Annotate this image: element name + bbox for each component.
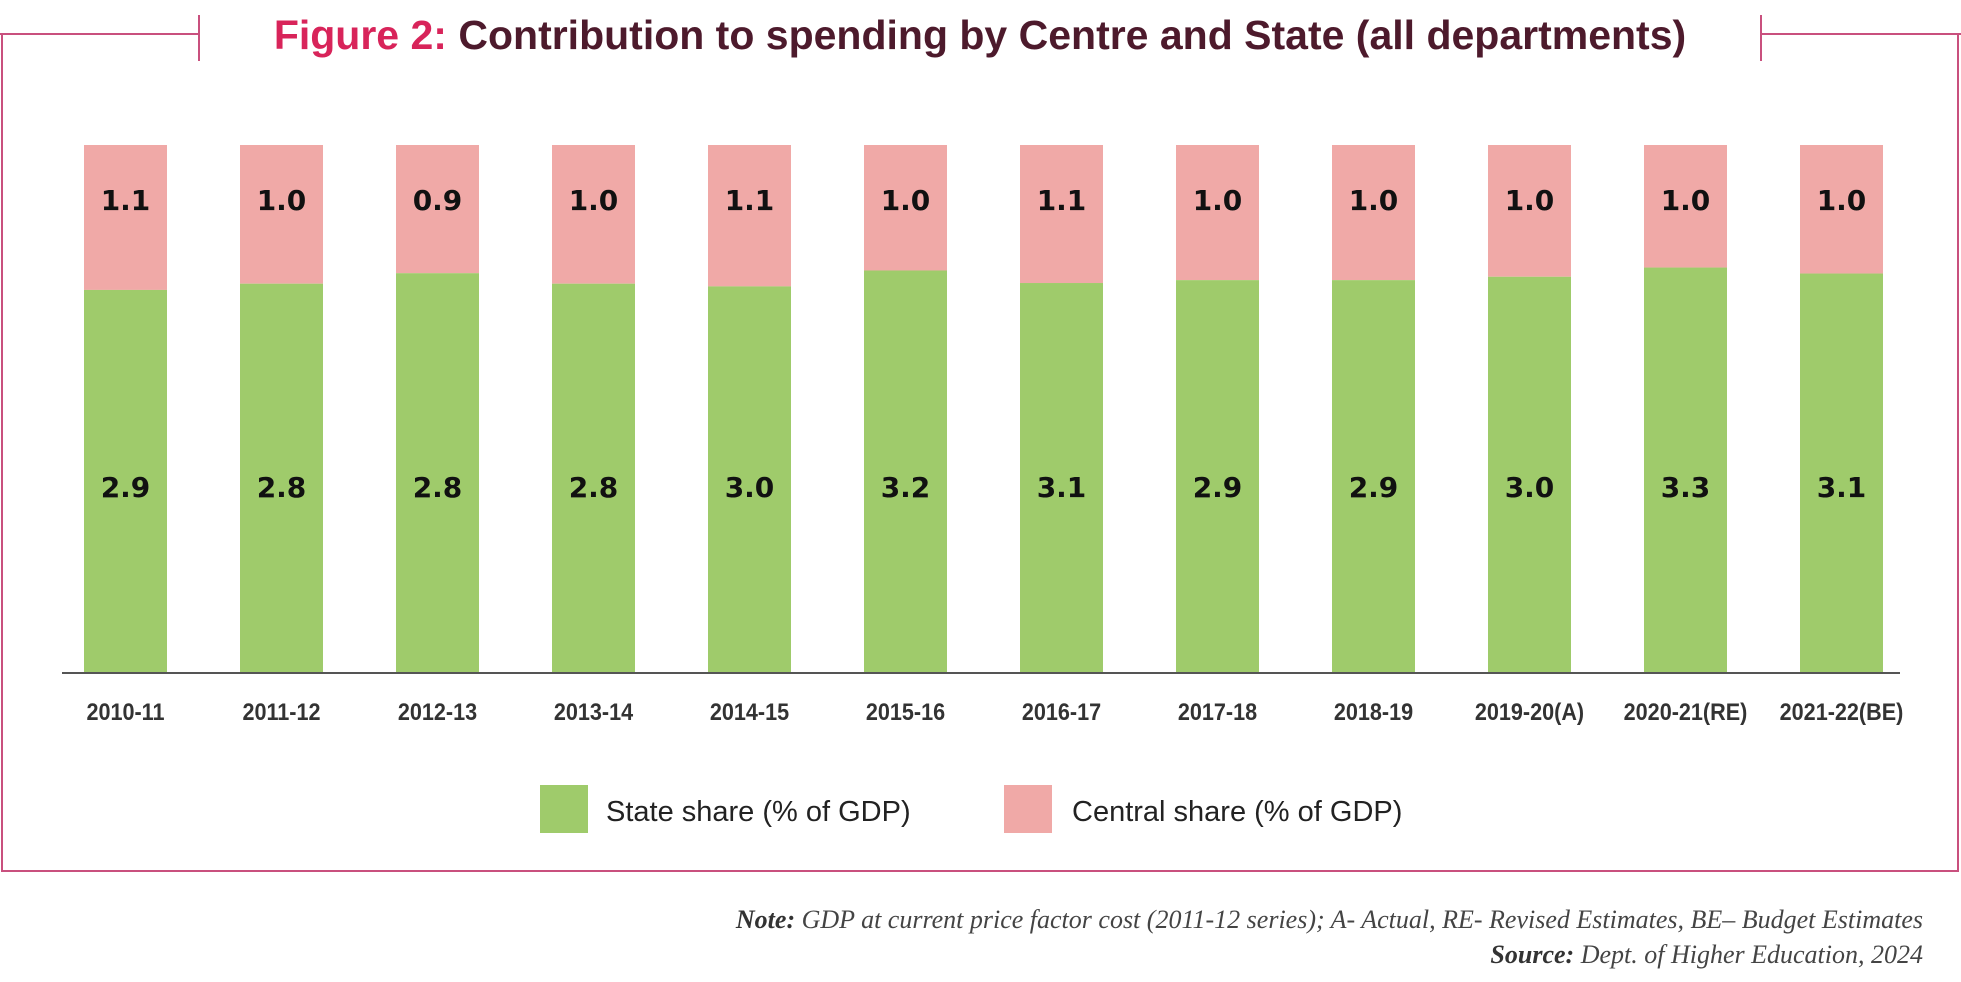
legend-swatch-state: [540, 785, 588, 833]
central-data-label: 1.0: [1505, 184, 1555, 217]
central-share-bar: [1332, 145, 1415, 281]
x-tick-label: 2021-22(BE): [1780, 698, 1904, 725]
legend-swatch-central: [1004, 785, 1052, 833]
state-share-bar: [708, 286, 791, 672]
central-share-bar: [396, 145, 479, 274]
legend-label-central: Central share (% of GDP): [1072, 796, 1402, 828]
central-share-bar: [240, 145, 323, 284]
x-tick-label: 2020-21(RE): [1624, 698, 1748, 725]
central-data-label: 1.0: [1349, 184, 1399, 217]
state-share-bar: [240, 283, 323, 672]
state-share-bar: [1176, 280, 1259, 672]
state-data-label: 3.3: [1661, 471, 1711, 504]
state-data-label: 3.0: [1505, 471, 1555, 504]
state-share-bar: [396, 273, 479, 672]
x-tick-label: 2015-16: [866, 698, 945, 725]
state-share-bar: [1020, 283, 1103, 672]
x-tick-label: 2010-11: [86, 698, 164, 725]
state-data-label: 3.2: [881, 471, 931, 504]
state-data-label: 2.8: [413, 471, 463, 504]
x-tick-label: 2017-18: [1178, 698, 1257, 725]
frame-top-left-line: [0, 33, 199, 35]
x-tick-label: 2013-14: [554, 698, 634, 725]
central-data-label: 1.0: [881, 184, 931, 217]
title-right-tick: [1760, 15, 1762, 61]
state-share-bar: [84, 289, 167, 672]
central-data-label: 1.1: [1037, 184, 1087, 217]
state-share-bar: [552, 283, 635, 672]
state-share-bar: [1800, 273, 1883, 672]
source-text: Dept. of Higher Education, 2024: [1574, 940, 1923, 969]
central-share-bar: [1176, 145, 1259, 281]
chart-title: Figure 2: Contribution to spending by Ce…: [200, 12, 1760, 59]
x-tick-label: 2016-17: [1022, 698, 1101, 725]
state-share-bar: [1488, 276, 1571, 672]
chart-frame: [1, 34, 1959, 872]
x-tick-label: 2011-12: [242, 698, 320, 725]
frame-top-right-line: [1761, 33, 1961, 35]
central-data-label: 1.0: [569, 184, 619, 217]
central-share-bar: [1644, 145, 1727, 268]
state-share-bar: [1332, 280, 1415, 672]
central-data-label: 1.0: [1817, 184, 1867, 217]
central-share-bar: [1020, 145, 1103, 284]
central-share-bar: [1488, 145, 1571, 277]
source-label: Source:: [1490, 940, 1575, 969]
state-data-label: 2.9: [1349, 471, 1399, 504]
state-data-label: 2.9: [101, 471, 151, 504]
state-data-label: 3.0: [725, 471, 775, 504]
central-data-label: 1.0: [257, 184, 307, 217]
title-left-tick: [198, 15, 200, 61]
x-tick-label: 2019-20(A): [1475, 698, 1584, 725]
x-tick-label: 2018-19: [1334, 698, 1413, 725]
state-data-label: 2.9: [1193, 471, 1243, 504]
figure-number: Figure 2:: [273, 12, 447, 58]
central-data-label: 1.1: [101, 184, 151, 217]
x-tick-label: 2012-13: [398, 698, 477, 725]
central-data-label: 1.1: [725, 184, 775, 217]
central-share-bar: [708, 145, 791, 287]
central-share-bar: [84, 145, 167, 290]
central-share-bar: [552, 145, 635, 284]
central-data-label: 0.9: [413, 184, 463, 217]
central-data-label: 1.0: [1193, 184, 1243, 217]
state-share-bar: [1644, 267, 1727, 672]
central-share-bar: [864, 145, 947, 271]
note-text: GDP at current price factor cost (2011-1…: [795, 905, 1923, 934]
state-share-bar: [864, 270, 947, 672]
x-tick-label: 2014-15: [710, 698, 790, 725]
title-text: Contribution to spending by Centre and S…: [458, 12, 1687, 58]
central-data-label: 1.0: [1661, 184, 1711, 217]
state-data-label: 3.1: [1037, 471, 1087, 504]
legend-label-state: State share (% of GDP): [606, 796, 911, 828]
central-share-bar: [1800, 145, 1883, 274]
state-data-label: 2.8: [257, 471, 307, 504]
state-data-label: 2.8: [569, 471, 619, 504]
source: Source: Dept. of Higher Education, 2024: [1490, 940, 1923, 970]
note: Note: GDP at current price factor cost (…: [736, 905, 1923, 935]
note-label: Note:: [735, 905, 796, 934]
state-data-label: 3.1: [1817, 471, 1867, 504]
